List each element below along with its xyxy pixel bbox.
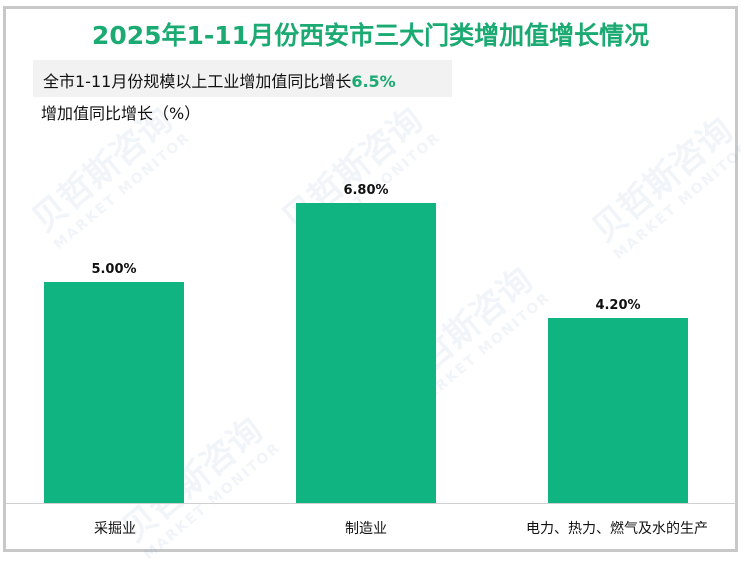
summary-highlight: 6.5% (351, 72, 396, 91)
category-label: 采掘业 (94, 521, 136, 537)
summary-note: 全市1-11月份规模以上工业增加值同比增长6.5% (33, 60, 452, 97)
data-label: 4.20% (595, 298, 641, 313)
chart-title: 2025年1-11月份西安市三大门类增加值增长情况 (91, 21, 650, 50)
bar-2 (296, 203, 436, 503)
category-label: 制造业 (345, 521, 387, 537)
x-axis-line (6, 503, 735, 504)
data-label: 5.00% (91, 262, 137, 277)
category-label: 电力、热力、燃气及水的生产 (526, 521, 708, 537)
bar-3 (548, 318, 688, 503)
y-axis-label: 增加值同比增长（%） (41, 104, 201, 123)
bar-1 (44, 282, 184, 503)
summary-note-text: 全市1-11月份规模以上工业增加值同比增长6.5% (43, 72, 396, 91)
data-label: 6.80% (343, 183, 389, 198)
